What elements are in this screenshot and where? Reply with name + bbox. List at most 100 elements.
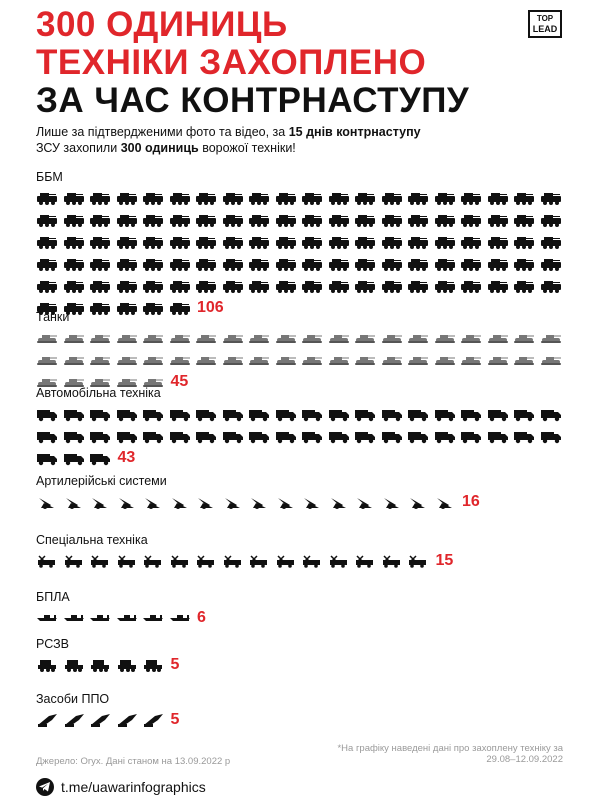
artillery-icon (436, 498, 452, 509)
tank-icon (37, 379, 57, 387)
truck-icon (90, 454, 110, 466)
truck-icon (487, 432, 508, 444)
truck-icon (408, 410, 428, 422)
drone-icon (90, 615, 110, 621)
apc-icon (249, 237, 269, 249)
category-artillery: Артилерійські системи 16 (36, 474, 566, 516)
truck-icon (196, 410, 216, 422)
telegram-icon (36, 778, 54, 796)
tank-icon (169, 335, 190, 343)
icon-grid: 15 (36, 553, 566, 575)
apc-icon (514, 193, 534, 205)
apc-icon (461, 237, 481, 249)
tank-icon (328, 357, 349, 365)
apc-icon (37, 259, 57, 271)
apc-icon (381, 215, 402, 227)
truck-icon (434, 432, 455, 444)
tank-icon (63, 357, 84, 365)
truck-icon (37, 432, 57, 444)
special-vehicle-icon (38, 555, 55, 568)
apc-icon (434, 193, 455, 205)
toplead-logo: TOP LEAD (528, 10, 562, 38)
air-defense-icon (91, 714, 110, 727)
drone-icon (143, 615, 163, 621)
apc-icon (355, 259, 375, 271)
apc-icon (302, 193, 322, 205)
special-vehicle-icon (170, 555, 188, 568)
apc-icon (196, 259, 216, 271)
apc-icon (275, 215, 296, 227)
apc-icon (540, 237, 561, 249)
source-text: Джерело: Oryx. Дані станом на 13.09.2022… (36, 756, 231, 767)
tank-icon (514, 335, 534, 343)
apc-icon (540, 193, 561, 205)
truck-icon (461, 432, 481, 444)
air-defense-icon (117, 714, 137, 727)
truck-icon (302, 410, 322, 422)
title-line-2: ТЕХНІКИ ЗАХОПЛЕНО (36, 43, 427, 82)
apc-icon (196, 237, 216, 249)
artillery-icon (330, 498, 346, 509)
truck-icon (222, 410, 243, 422)
apc-icon (63, 259, 84, 271)
apc-icon (169, 237, 190, 249)
apc-icon (116, 193, 137, 205)
truck-icon (90, 432, 110, 444)
tank-icon (461, 335, 481, 343)
apc-icon (63, 237, 84, 249)
icon-grid: 45 (36, 330, 566, 396)
apc-icon (461, 259, 481, 271)
apc-icon (249, 281, 269, 293)
air-defense-icon (144, 714, 163, 727)
category-tanks: Танки 45 (36, 310, 566, 396)
tank-icon (116, 357, 137, 365)
category-label: Танки (36, 310, 70, 324)
truck-icon (540, 432, 561, 444)
truck-icon (116, 432, 137, 444)
tank-icon (222, 357, 243, 365)
truck-icon (434, 410, 455, 422)
tank-icon (249, 357, 269, 365)
tank-icon (196, 357, 216, 365)
apc-icon (487, 281, 508, 293)
apc-icon (408, 281, 428, 293)
truck-icon (275, 410, 296, 422)
apc-icon (487, 237, 508, 249)
telegram-link[interactable]: t.me/uawarinfographics (36, 778, 206, 796)
intro-part-3: ворожої техніки! (198, 141, 296, 155)
truck-icon (355, 410, 375, 422)
category-count: 16 (462, 493, 480, 510)
apc-icon (90, 281, 110, 293)
apc-icon (355, 281, 375, 293)
air-defense-icon (64, 714, 84, 727)
tank-icon (355, 335, 375, 343)
truck-icon (328, 410, 349, 422)
apc-icon (37, 303, 57, 315)
apc-icon (461, 281, 481, 293)
apc-icon (143, 193, 163, 205)
truck-icon (514, 432, 534, 444)
apc-icon (381, 193, 402, 205)
apc-icon (381, 237, 402, 249)
truck-icon (275, 432, 296, 444)
drone-icon (37, 615, 57, 621)
truck-icon (461, 410, 481, 422)
special-vehicle-icon (223, 555, 241, 568)
truck-icon (381, 410, 402, 422)
apc-icon (222, 237, 243, 249)
category-drones: БПЛА 6 (36, 590, 566, 632)
tank-icon (143, 335, 163, 343)
tank-icon (461, 357, 481, 365)
apc-icon (302, 281, 322, 293)
special-vehicle-icon (144, 555, 161, 568)
artillery-icon (118, 498, 134, 509)
artillery-icon (383, 498, 399, 509)
tank-icon (90, 357, 110, 365)
apc-icon (514, 215, 534, 227)
apc-icon (222, 281, 243, 293)
icon-grid: 5 (36, 712, 566, 734)
apc-icon (302, 215, 322, 227)
category-apc: ББМ 106 (36, 170, 566, 322)
special-vehicle-icon (117, 555, 135, 568)
mlrs-icon (38, 660, 56, 672)
